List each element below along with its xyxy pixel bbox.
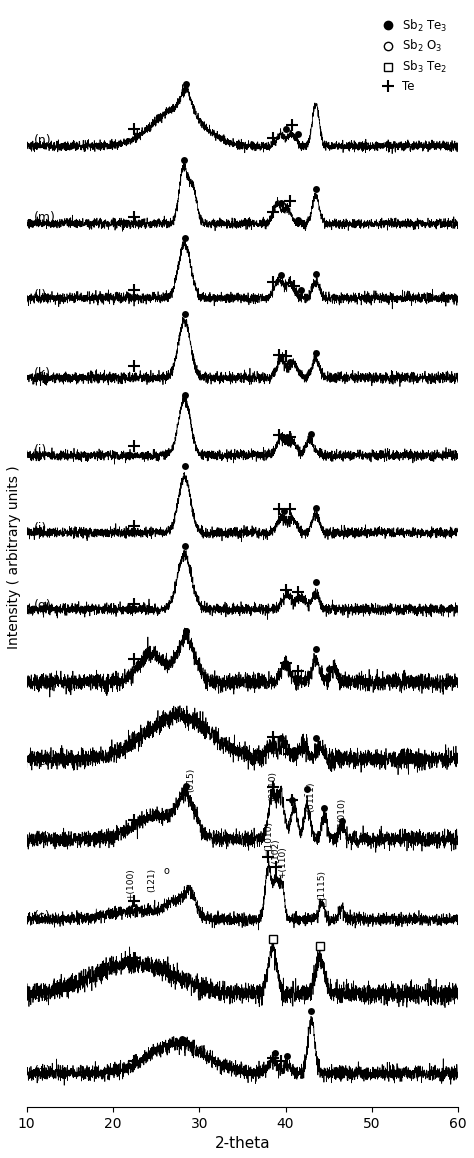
- Text: (1010): (1010): [264, 821, 273, 851]
- Text: (010): (010): [337, 798, 346, 822]
- Text: (i): (i): [33, 522, 46, 535]
- Text: (e): (e): [33, 755, 51, 768]
- Text: +(110): +(110): [278, 846, 287, 878]
- Text: +(102): +(102): [272, 838, 281, 870]
- Text: (0110): (0110): [268, 770, 277, 800]
- Text: (l): (l): [33, 290, 46, 302]
- Text: (j): (j): [33, 445, 46, 457]
- Text: (d): (d): [33, 833, 51, 845]
- Text: (01$\bar{1}$1): (01$\bar{1}$1): [304, 783, 319, 813]
- Text: (c): (c): [33, 910, 50, 923]
- Text: +(100): +(100): [126, 867, 135, 900]
- Text: (a): (a): [33, 1065, 51, 1078]
- Text: (k): (k): [33, 367, 50, 380]
- Text: □: □: [317, 899, 327, 908]
- Text: □: □: [264, 849, 273, 859]
- Y-axis label: Intensity ( arbitrary units ): Intensity ( arbitrary units ): [7, 466, 21, 648]
- Text: (015): (015): [186, 768, 195, 792]
- X-axis label: 2-theta: 2-theta: [215, 1136, 270, 1151]
- Text: (n): (n): [33, 133, 51, 147]
- Text: (1115): (1115): [317, 870, 326, 900]
- Text: (b): (b): [33, 988, 51, 1001]
- Text: o: o: [164, 866, 169, 877]
- Text: (f): (f): [33, 677, 48, 690]
- Legend: Sb$_2$ Te$_3$, Sb$_2$ O$_3$, Sb$_3$ Te$_2$, Te: Sb$_2$ Te$_3$, Sb$_2$ O$_3$, Sb$_3$ Te$_…: [372, 13, 452, 97]
- Text: (g): (g): [33, 600, 51, 613]
- Text: (m): (m): [33, 211, 55, 225]
- Text: (121): (121): [147, 867, 156, 892]
